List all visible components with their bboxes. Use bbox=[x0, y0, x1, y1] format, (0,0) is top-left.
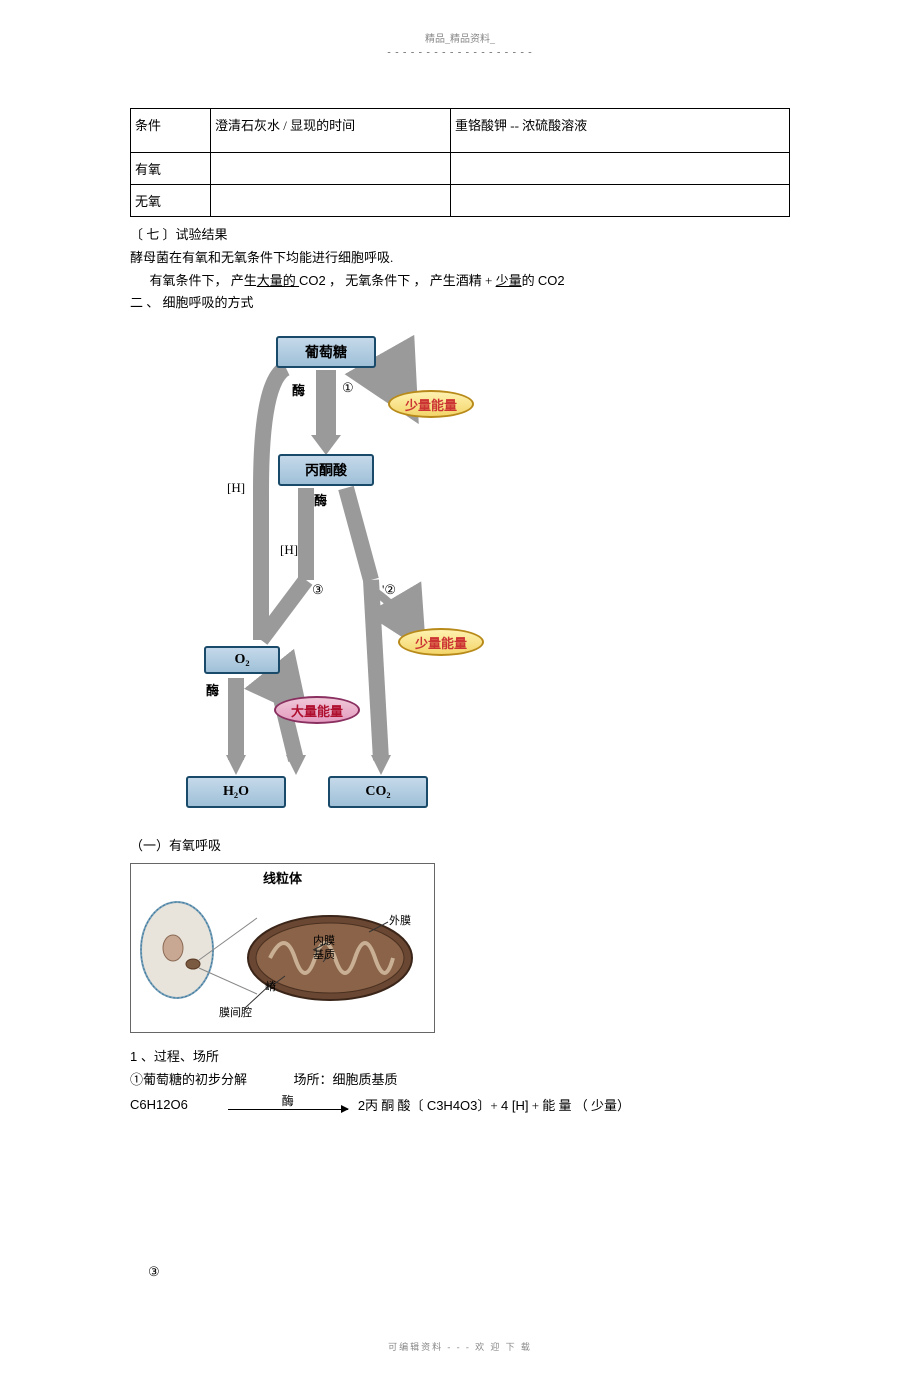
table-cell bbox=[211, 185, 451, 217]
table-row: 无氧 bbox=[131, 185, 790, 217]
node-glucose: 葡萄糖 bbox=[276, 336, 376, 368]
step1-line: ①葡萄糖的初步分解 场所：细胞质基质 bbox=[130, 1070, 790, 1091]
mito-label-cristae: 嵴 bbox=[265, 978, 276, 994]
reaction-left: C6H12O6 bbox=[130, 1097, 188, 1112]
step1-left: ①葡萄糖的初步分解 bbox=[130, 1072, 247, 1087]
node-o2: O₂ bbox=[204, 646, 280, 674]
reaction-right: 22丙 酮 酸〔 C3H4O3〕+ 4 [H] + 能 量 （ 少量）丙 酮 酸… bbox=[358, 1095, 630, 1114]
table-header-cell: 澄清石灰水 / 显现的时间 bbox=[211, 109, 451, 153]
section-7-title: 〔 七 〕试验结果 bbox=[130, 225, 790, 246]
circle-num-2: '② bbox=[382, 582, 396, 598]
page-footer: 可编辑资料 - - - 欢 迎 下 载 bbox=[0, 1340, 920, 1353]
text-part: ， 无氧条件下 ， 产生酒精 + bbox=[326, 273, 496, 288]
footer-num: ③ bbox=[148, 1264, 790, 1280]
flowchart-diagram: 葡萄糖 丙酮酸 O₂ H₂O CO₂ 少量能量 少量能量 大量能量 酶 酶 酶 … bbox=[160, 324, 500, 826]
node-co2: CO₂ bbox=[328, 776, 428, 808]
mito-label-outer: 外膜 bbox=[389, 912, 411, 928]
reaction-arrow: 酶 bbox=[228, 1098, 348, 1110]
circle-num-1: ① bbox=[342, 380, 354, 396]
page-content: 条件 澄清石灰水 / 显现的时间 重铬酸钾 -- 浓硫酸溶液 有氧 无氧 〔 七… bbox=[0, 108, 920, 1280]
table-cell: 有氧 bbox=[131, 153, 211, 185]
h-label: [H] bbox=[227, 480, 245, 496]
circle-num-3: ③ bbox=[312, 582, 324, 598]
underline-text: 少量 bbox=[496, 273, 522, 288]
text-part: 有氧条件下， 产生 bbox=[150, 273, 257, 288]
node-big-energy: 大量能量 bbox=[274, 696, 360, 724]
co2-text: CO2 bbox=[299, 273, 326, 288]
table-header-cell: 条件 bbox=[131, 109, 211, 153]
arrow-label: 酶 bbox=[278, 1092, 298, 1109]
node-small-energy-1: 少量能量 bbox=[388, 390, 474, 418]
table-cell: 无氧 bbox=[131, 185, 211, 217]
reaction-equation: C6H12O6 酶 22丙 酮 酸〔 C3H4O3〕+ 4 [H] + 能 量 … bbox=[130, 1095, 790, 1114]
mitochondria-figure: 线粒体 外膜 内膜 bbox=[130, 863, 435, 1033]
h-label: [H] bbox=[280, 542, 298, 558]
table-header-row: 条件 澄清石灰水 / 显现的时间 重铬酸钾 -- 浓硫酸溶液 bbox=[131, 109, 790, 153]
section-2-title: 二 、 细胞呼吸的方式 bbox=[130, 293, 790, 314]
mito-title: 线粒体 bbox=[263, 868, 302, 887]
table-header-cell: 重铬酸钾 -- 浓硫酸溶液 bbox=[451, 109, 790, 153]
enzyme-label: 酶 bbox=[292, 380, 305, 399]
step-title: 1 、过程、场所 bbox=[130, 1047, 790, 1068]
node-pyruvate: 丙酮酸 bbox=[278, 454, 374, 486]
table-cell bbox=[211, 153, 451, 185]
enzyme-label: 酶 bbox=[314, 490, 327, 509]
table-cell bbox=[451, 185, 790, 217]
co2-text: CO2 bbox=[538, 273, 565, 288]
section-7-line1: 酵母菌在有氧和无氧条件下均能进行细胞呼吸. bbox=[130, 248, 790, 269]
node-small-energy-2: 少量能量 bbox=[398, 628, 484, 656]
table-row: 有氧 bbox=[131, 153, 790, 185]
underline-text: 大量的 bbox=[257, 273, 299, 288]
mito-label-inter: 膜间腔 bbox=[219, 1004, 252, 1020]
aerobic-title: （一）有氧呼吸 bbox=[130, 836, 790, 857]
mito-svg bbox=[135, 868, 430, 1028]
enzyme-label: 酶 bbox=[206, 680, 219, 699]
table-cell bbox=[451, 153, 790, 185]
mito-label-matrix: 基质 bbox=[313, 946, 335, 962]
page-header: 精品_精品资料_ bbox=[0, 30, 920, 45]
node-h2o: H₂O bbox=[186, 776, 286, 808]
text-part: 的 bbox=[522, 273, 538, 288]
section-7-line2: 有氧条件下， 产生大量的 CO2 ， 无氧条件下 ， 产生酒精 + 少量的 CO… bbox=[130, 271, 790, 292]
step1-right: 场所：细胞质基质 bbox=[294, 1072, 398, 1087]
page-divider: - - - - - - - - - - - - - - - - - - - bbox=[0, 47, 920, 58]
conditions-table: 条件 澄清石灰水 / 显现的时间 重铬酸钾 -- 浓硫酸溶液 有氧 无氧 bbox=[130, 108, 790, 217]
